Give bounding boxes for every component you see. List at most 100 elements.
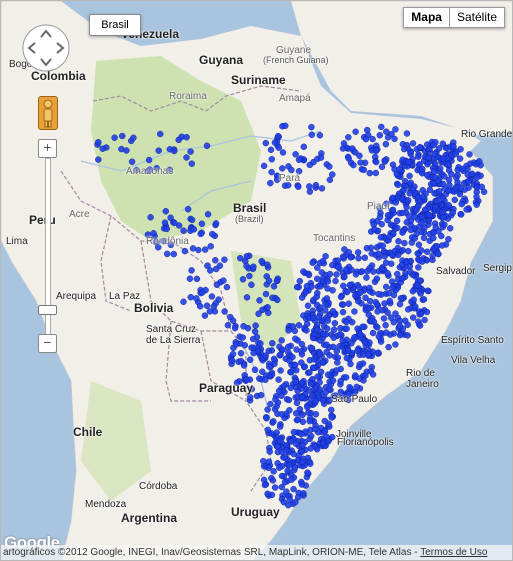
map-marker[interactable] bbox=[418, 213, 426, 221]
map-marker[interactable] bbox=[430, 168, 438, 175]
map-marker[interactable] bbox=[306, 161, 314, 169]
map-marker[interactable] bbox=[288, 166, 295, 174]
map-marker[interactable] bbox=[273, 176, 281, 184]
map-marker[interactable] bbox=[312, 398, 320, 405]
map-marker[interactable] bbox=[279, 149, 287, 156]
map-marker[interactable] bbox=[213, 281, 221, 288]
map-marker[interactable] bbox=[326, 385, 333, 393]
map-marker[interactable] bbox=[305, 409, 312, 416]
map-marker[interactable] bbox=[160, 237, 168, 245]
map-marker[interactable] bbox=[295, 183, 302, 190]
map-marker[interactable] bbox=[381, 252, 388, 260]
map-marker[interactable] bbox=[264, 406, 271, 413]
map-marker[interactable] bbox=[318, 185, 326, 192]
map-marker[interactable] bbox=[340, 282, 347, 290]
map-marker[interactable] bbox=[294, 493, 302, 501]
map-marker[interactable] bbox=[278, 411, 286, 418]
map-marker[interactable] bbox=[382, 259, 390, 266]
map-marker[interactable] bbox=[409, 140, 417, 147]
map-marker[interactable] bbox=[345, 391, 353, 398]
map-marker[interactable] bbox=[405, 213, 413, 220]
map-marker[interactable] bbox=[414, 281, 421, 289]
map-marker[interactable] bbox=[298, 481, 306, 488]
map-marker[interactable] bbox=[446, 225, 454, 232]
map-marker[interactable] bbox=[195, 246, 202, 254]
map-marker[interactable] bbox=[385, 289, 393, 297]
map-marker[interactable] bbox=[399, 275, 406, 282]
map-marker[interactable] bbox=[385, 343, 392, 351]
map-marker[interactable] bbox=[277, 367, 284, 374]
map-marker[interactable] bbox=[286, 462, 293, 469]
map-marker[interactable] bbox=[153, 164, 160, 172]
map-marker[interactable] bbox=[259, 368, 266, 375]
map-marker[interactable] bbox=[396, 300, 404, 308]
map-marker[interactable] bbox=[343, 318, 350, 326]
map-marker[interactable] bbox=[364, 351, 372, 358]
map-marker[interactable] bbox=[357, 331, 364, 338]
map-marker[interactable] bbox=[363, 244, 371, 252]
map-marker[interactable] bbox=[368, 317, 375, 324]
map-marker[interactable] bbox=[275, 376, 282, 383]
map-marker[interactable] bbox=[360, 166, 368, 174]
map-marker[interactable] bbox=[333, 367, 340, 374]
map-marker[interactable] bbox=[316, 337, 324, 344]
map-marker[interactable] bbox=[438, 242, 446, 249]
map-marker[interactable] bbox=[337, 388, 345, 396]
map-marker[interactable] bbox=[406, 190, 413, 197]
map-marker[interactable] bbox=[465, 178, 472, 186]
map-marker[interactable] bbox=[312, 181, 320, 189]
map-marker[interactable] bbox=[322, 300, 329, 308]
map-marker[interactable] bbox=[329, 171, 336, 178]
map-marker[interactable] bbox=[435, 145, 443, 152]
map-marker[interactable] bbox=[316, 304, 324, 311]
map-marker[interactable] bbox=[391, 135, 398, 143]
map-marker[interactable] bbox=[392, 126, 399, 133]
map-marker[interactable] bbox=[366, 169, 374, 177]
map-marker[interactable] bbox=[299, 411, 306, 419]
map-marker[interactable] bbox=[241, 341, 249, 349]
map-marker[interactable] bbox=[291, 464, 299, 471]
map-marker[interactable] bbox=[332, 277, 339, 285]
map-marker[interactable] bbox=[419, 165, 426, 173]
map-marker[interactable] bbox=[269, 477, 277, 484]
pan-left-icon[interactable] bbox=[27, 42, 36, 54]
map-marker[interactable] bbox=[316, 132, 324, 139]
map-marker[interactable] bbox=[372, 147, 380, 155]
map-marker[interactable] bbox=[439, 180, 447, 188]
map-marker[interactable] bbox=[280, 382, 288, 390]
map-marker[interactable] bbox=[266, 448, 273, 455]
map-marker[interactable] bbox=[387, 221, 395, 228]
map-marker[interactable] bbox=[123, 147, 130, 154]
map-marker[interactable] bbox=[374, 324, 381, 331]
map-marker[interactable] bbox=[375, 290, 382, 298]
map-marker[interactable] bbox=[290, 428, 298, 436]
map-marker[interactable] bbox=[423, 308, 431, 316]
map-marker[interactable] bbox=[401, 239, 408, 247]
map-marker[interactable] bbox=[323, 348, 330, 356]
map-marker[interactable] bbox=[290, 485, 297, 493]
map-marker[interactable] bbox=[292, 378, 300, 386]
map-marker[interactable] bbox=[362, 135, 370, 143]
map-marker[interactable] bbox=[266, 363, 273, 371]
map-marker[interactable] bbox=[300, 490, 307, 497]
map-marker[interactable] bbox=[377, 234, 385, 241]
map-marker[interactable] bbox=[416, 161, 423, 168]
map-marker[interactable] bbox=[376, 131, 384, 139]
map-marker[interactable] bbox=[269, 339, 276, 347]
map-marker[interactable] bbox=[268, 156, 276, 163]
map-marker[interactable] bbox=[187, 148, 194, 155]
map-marker[interactable] bbox=[298, 348, 305, 355]
map-marker[interactable] bbox=[279, 165, 286, 172]
map-marker[interactable] bbox=[308, 123, 315, 131]
map-marker[interactable] bbox=[423, 171, 431, 179]
map-marker[interactable] bbox=[314, 326, 321, 334]
map-marker[interactable] bbox=[290, 450, 298, 458]
map-marker[interactable] bbox=[454, 171, 461, 179]
map-marker[interactable] bbox=[280, 498, 288, 506]
map-marker[interactable] bbox=[260, 162, 268, 170]
map-marker[interactable] bbox=[233, 379, 241, 387]
map-marker[interactable] bbox=[190, 226, 198, 233]
map-marker[interactable] bbox=[199, 289, 206, 296]
map-marker[interactable] bbox=[251, 328, 259, 335]
map-marker[interactable] bbox=[298, 448, 305, 456]
